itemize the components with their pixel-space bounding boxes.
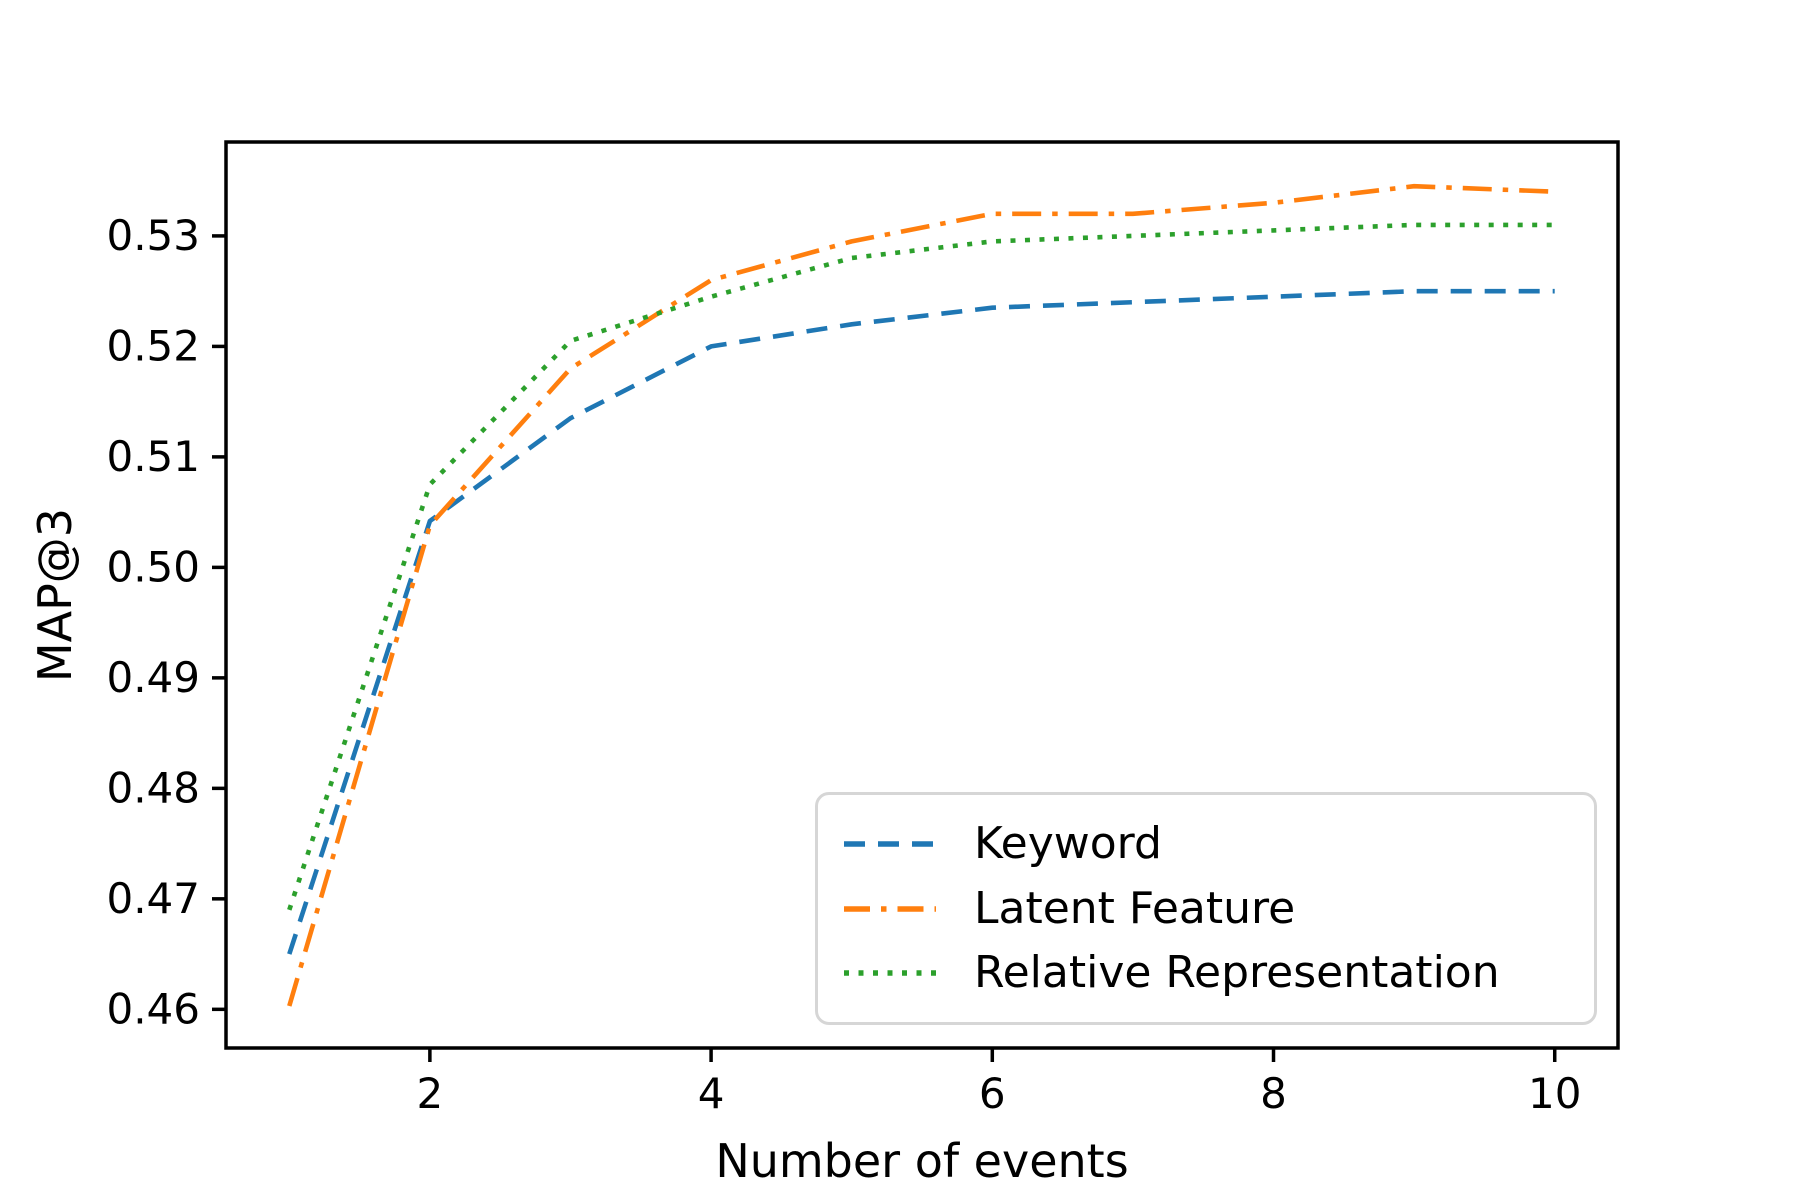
legend-item-relative-representation: Relative Representation xyxy=(844,951,1568,995)
x-tick-label: 8 xyxy=(1260,1069,1287,1118)
y-tick-label: 0.48 xyxy=(106,763,200,812)
series-line-latent-feature xyxy=(287,183,1555,1007)
y-axis-label: MAP@3 xyxy=(28,507,82,683)
y-tick-label: 0.50 xyxy=(106,542,200,591)
keyword-line-sample-icon xyxy=(844,841,936,847)
legend-item-latent-feature: Latent Feature xyxy=(844,882,1568,934)
plot-border xyxy=(224,140,1620,1050)
x-axis-label: Number of events xyxy=(715,1134,1129,1188)
series-line-relative-representation xyxy=(287,222,1555,911)
relative-representation-line-sample-icon xyxy=(844,970,936,976)
y-tick-label: 0.49 xyxy=(106,653,200,702)
legend-label-relative-representation: Relative Representation xyxy=(974,947,1500,999)
y-tick-label: 0.46 xyxy=(106,984,200,1033)
series-line-keyword xyxy=(287,288,1555,955)
x-tick-label: 2 xyxy=(417,1069,444,1118)
legend: Keyword Latent Feature Relative Represen… xyxy=(815,792,1597,1025)
latent-feature-line-sample-icon xyxy=(844,905,936,912)
y-tick-label: 0.52 xyxy=(106,321,200,370)
legend-label-latent-feature: Latent Feature xyxy=(974,882,1296,934)
y-tick-label: 0.53 xyxy=(106,211,200,260)
y-tick-label: 0.47 xyxy=(106,874,200,923)
x-tick-label: 10 xyxy=(1528,1069,1581,1118)
legend-label-keyword: Keyword xyxy=(974,817,1162,869)
legend-item-keyword: Keyword xyxy=(844,817,1568,869)
y-tick-label: 0.51 xyxy=(106,432,200,481)
x-tick-label: 4 xyxy=(698,1069,725,1118)
x-tick-label: 6 xyxy=(979,1069,1006,1118)
